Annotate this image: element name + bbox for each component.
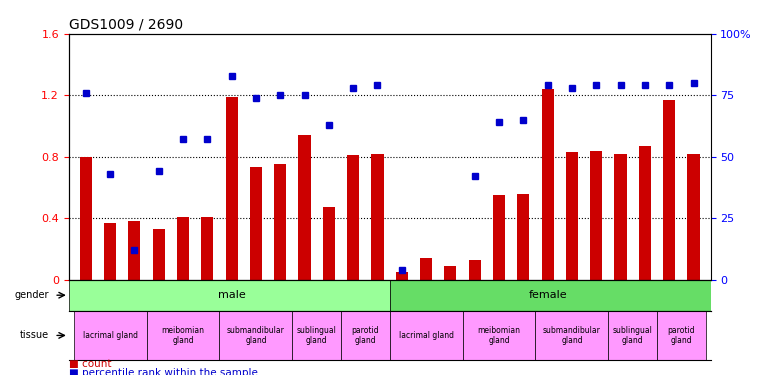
Bar (536, 311, 608, 360)
Bar (608, 311, 657, 360)
Bar (542, 89, 554, 279)
Bar (468, 260, 481, 279)
Bar (663, 100, 675, 279)
Bar (517, 194, 529, 279)
Bar (128, 221, 141, 279)
Bar (147, 311, 219, 360)
Bar (688, 154, 700, 279)
Bar (347, 155, 359, 279)
Bar (219, 311, 293, 360)
Bar (566, 152, 578, 279)
Bar (73, 311, 147, 360)
Text: male: male (218, 290, 245, 300)
Bar (299, 135, 311, 279)
Text: sublingual
gland: sublingual gland (296, 326, 337, 345)
Bar (396, 272, 408, 279)
Bar (250, 167, 262, 279)
Bar (420, 258, 432, 279)
Bar (341, 311, 390, 360)
Text: lacrimal gland: lacrimal gland (399, 331, 454, 340)
Bar (371, 154, 384, 279)
Bar (390, 279, 711, 311)
Bar (590, 150, 602, 279)
Bar (69, 279, 390, 311)
Text: ■ count: ■ count (69, 359, 112, 369)
Bar (274, 164, 286, 279)
Text: gender: gender (15, 290, 50, 300)
Text: ■ percentile rank within the sample: ■ percentile rank within the sample (69, 368, 257, 375)
Text: lacrimal gland: lacrimal gland (83, 331, 138, 340)
Bar (445, 266, 456, 279)
Bar (639, 146, 651, 279)
Bar (201, 217, 213, 279)
Text: female: female (529, 290, 567, 300)
Text: meibomian
gland: meibomian gland (161, 326, 205, 345)
Bar (657, 311, 706, 360)
Text: sublingual
gland: sublingual gland (613, 326, 652, 345)
Text: meibomian
gland: meibomian gland (478, 326, 520, 345)
Bar (614, 154, 626, 279)
Bar (225, 97, 238, 279)
Bar (493, 195, 505, 279)
Text: tissue: tissue (20, 330, 50, 340)
Text: parotid
gland: parotid gland (351, 326, 379, 345)
Bar (104, 223, 116, 279)
Bar (79, 157, 92, 279)
Bar (177, 217, 189, 279)
Text: submandibular
gland: submandibular gland (543, 326, 601, 345)
Text: submandibular
gland: submandibular gland (227, 326, 285, 345)
Bar (153, 229, 165, 279)
Text: parotid
gland: parotid gland (668, 326, 695, 345)
Bar (462, 311, 536, 360)
Text: GDS1009 / 2690: GDS1009 / 2690 (69, 17, 183, 31)
Bar (390, 311, 462, 360)
Bar (322, 207, 335, 279)
Bar (293, 311, 341, 360)
